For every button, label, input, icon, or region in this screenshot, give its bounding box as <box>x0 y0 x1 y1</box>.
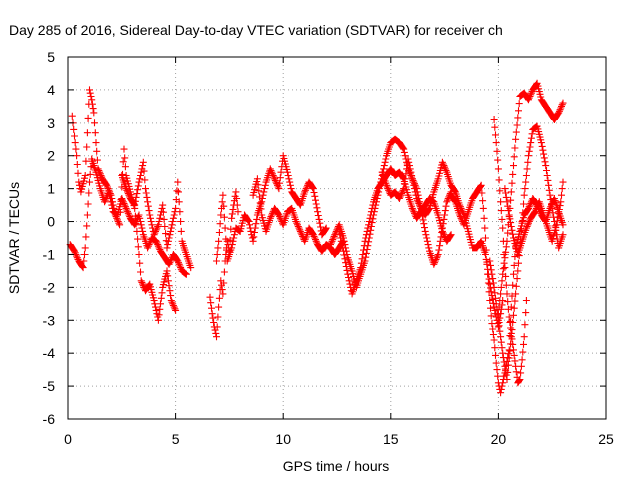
y-tick-label: 2 <box>47 148 55 164</box>
x-axis-label: GPS time / hours <box>283 458 390 474</box>
y-tick-label: -3 <box>43 312 56 328</box>
series-trace-i <box>379 156 507 331</box>
point-marks <box>207 188 242 340</box>
y-axis-label: SDTVAR / TECUs <box>6 182 22 294</box>
x-tick-label: 10 <box>275 431 291 447</box>
chart: Day 285 of 2016, Sidereal Day-to-day VTE… <box>0 0 640 480</box>
point-marks <box>379 156 507 331</box>
y-tick-label: 0 <box>47 214 55 230</box>
y-tick-label: -1 <box>43 246 56 262</box>
y-tick-label: -2 <box>43 279 56 295</box>
y-tick-label: 4 <box>47 82 55 98</box>
y-tick-label: -4 <box>43 345 56 361</box>
x-tick-label: 20 <box>491 431 507 447</box>
point-marks <box>448 182 567 396</box>
y-tick-label: 5 <box>47 49 55 65</box>
chart-title: Day 285 of 2016, Sidereal Day-to-day VTE… <box>9 22 503 38</box>
x-tick-label: 25 <box>598 431 614 447</box>
x-tick-label: 5 <box>172 431 180 447</box>
plot-svg: Day 285 of 2016, Sidereal Day-to-day VTE… <box>0 0 640 480</box>
x-tick-label: 15 <box>383 431 399 447</box>
series-trace-d <box>207 188 242 340</box>
x-tick-label: 0 <box>64 431 72 447</box>
data-points <box>67 80 567 396</box>
series-trace-j <box>448 182 567 396</box>
y-tick-label: -5 <box>43 378 56 394</box>
y-tick-label: -6 <box>43 411 56 427</box>
y-tick-label: 3 <box>47 115 55 131</box>
y-tick-label: 1 <box>47 181 55 197</box>
